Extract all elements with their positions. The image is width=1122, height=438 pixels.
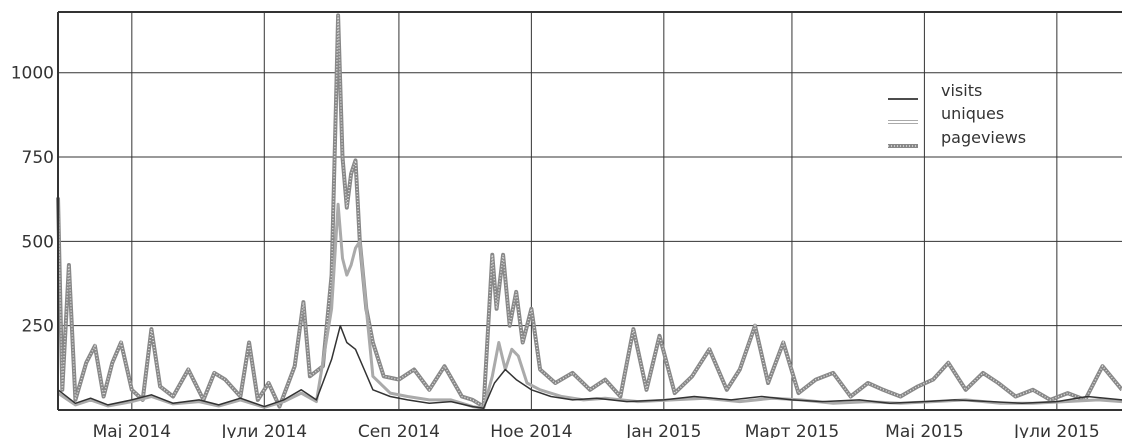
series-visits xyxy=(57,324,1122,410)
series-layer xyxy=(56,13,1122,410)
series-uniques xyxy=(57,202,1122,410)
legend-label: uniques xyxy=(941,104,1004,123)
x-tick-label: Ное 2014 xyxy=(490,422,572,438)
x-axis-ticks: Мај 2014 Јули 2014 Сеп 2014 Ное 2014 Јан 201… xyxy=(93,422,1100,438)
x-tick-label: Јули 2014 xyxy=(220,422,307,438)
x-tick-label: Мај 2015 xyxy=(885,422,963,438)
legend-label: visits xyxy=(941,81,982,100)
y-axis-ticks: 250 500 750 1000 xyxy=(11,64,54,337)
legend-label: pageviews xyxy=(941,128,1026,147)
axes xyxy=(57,11,1122,411)
series-line xyxy=(57,324,1122,410)
legend-item-visits: visits xyxy=(888,81,982,100)
series-line-pattern xyxy=(57,15,1122,409)
legend: visits uniques pageviews xyxy=(888,81,1026,148)
legend-item-pageviews: pageviews xyxy=(888,128,1026,148)
series-pageviews xyxy=(56,13,1122,409)
y-tick-label: 1000 xyxy=(11,64,54,84)
legend-item-uniques: uniques xyxy=(888,104,1004,124)
y-tick-label: 500 xyxy=(22,232,54,252)
x-tick-label: Мај 2014 xyxy=(93,422,171,438)
x-tick-label: Сеп 2014 xyxy=(358,422,440,438)
x-tick-label: Март 2015 xyxy=(745,422,839,438)
grid xyxy=(58,12,1122,410)
x-tick-label: Јули 2015 xyxy=(1013,422,1100,438)
x-tick-label: Јан 2015 xyxy=(625,422,701,438)
series-line xyxy=(56,13,1122,409)
y-tick-label: 750 xyxy=(22,148,54,168)
y-tick-label: 250 xyxy=(22,317,54,337)
series-line xyxy=(57,202,1122,410)
